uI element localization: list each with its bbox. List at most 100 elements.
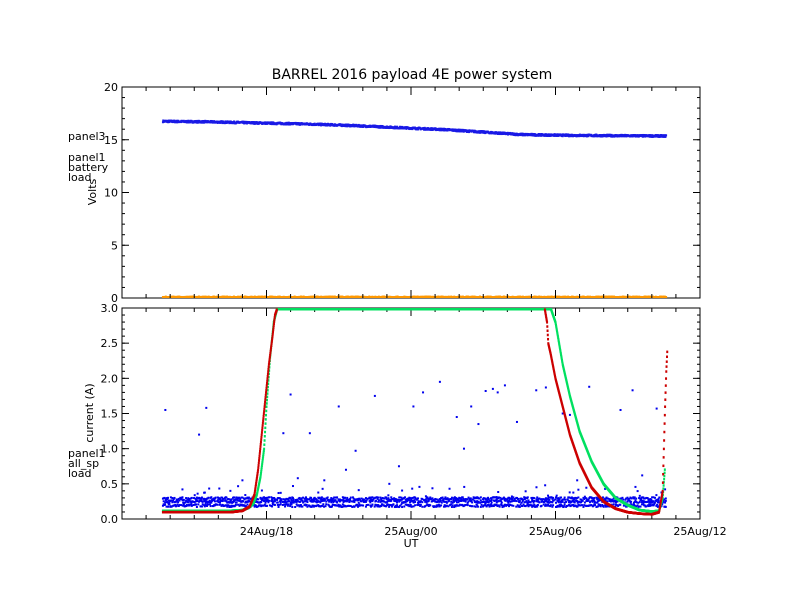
data-point bbox=[450, 500, 453, 503]
data-point bbox=[321, 487, 324, 490]
data-point bbox=[220, 504, 223, 507]
data-point bbox=[480, 501, 483, 504]
data-point bbox=[502, 496, 505, 499]
data-point bbox=[471, 501, 474, 504]
data-point bbox=[360, 504, 363, 507]
data-point bbox=[407, 503, 410, 506]
data-point bbox=[168, 501, 171, 504]
data-point bbox=[533, 497, 536, 500]
data-point bbox=[375, 496, 378, 499]
data-point bbox=[539, 134, 542, 137]
data-point bbox=[344, 500, 347, 503]
x-tick-label: 24Aug/18 bbox=[240, 525, 293, 538]
data-point bbox=[277, 492, 280, 495]
data-point bbox=[423, 126, 426, 129]
data-point bbox=[278, 503, 281, 506]
data-point bbox=[216, 500, 219, 503]
data-point bbox=[349, 496, 352, 499]
data-point bbox=[291, 501, 294, 504]
data-point bbox=[273, 503, 276, 506]
data-point bbox=[163, 496, 166, 499]
data-point bbox=[195, 505, 198, 508]
data-point bbox=[546, 504, 549, 507]
data-point bbox=[445, 501, 448, 504]
data-point bbox=[218, 498, 221, 501]
data-point bbox=[478, 497, 481, 500]
data-point bbox=[164, 498, 167, 501]
data-point bbox=[313, 122, 316, 125]
data-point bbox=[414, 500, 417, 503]
data-point bbox=[417, 128, 420, 131]
data-point bbox=[394, 127, 397, 130]
data-point bbox=[335, 504, 338, 507]
data-point bbox=[458, 503, 461, 506]
data-point bbox=[418, 485, 421, 488]
data-point bbox=[213, 499, 216, 502]
data-point bbox=[172, 498, 175, 501]
data-point bbox=[476, 505, 479, 508]
data-point bbox=[174, 503, 177, 506]
data-point bbox=[424, 500, 427, 503]
data-point bbox=[522, 503, 525, 506]
data-point bbox=[368, 499, 371, 502]
y-tick-label: 0.0 bbox=[101, 513, 119, 526]
y-tick-label: 3.0 bbox=[101, 302, 119, 315]
data-point bbox=[419, 500, 422, 503]
data-point bbox=[235, 496, 238, 499]
data-point bbox=[306, 505, 309, 508]
data-point bbox=[489, 504, 492, 507]
data-point bbox=[330, 497, 333, 500]
data-point bbox=[521, 500, 524, 503]
data-point bbox=[299, 500, 302, 503]
data-point bbox=[390, 496, 393, 499]
data-point bbox=[450, 496, 453, 499]
data-point bbox=[526, 501, 529, 504]
data-point bbox=[291, 485, 294, 488]
data-point bbox=[506, 500, 509, 503]
data-point bbox=[208, 501, 211, 504]
data-point bbox=[377, 499, 380, 502]
data-point bbox=[273, 500, 276, 503]
data-point bbox=[409, 499, 412, 502]
data-point bbox=[414, 497, 417, 500]
data-point bbox=[216, 499, 219, 502]
data-point bbox=[495, 499, 498, 502]
data-point bbox=[412, 501, 415, 504]
data-point bbox=[271, 500, 274, 503]
data-point bbox=[530, 134, 533, 137]
data-point bbox=[383, 497, 386, 500]
data-point bbox=[347, 498, 350, 501]
y-tick-label: 1.0 bbox=[101, 443, 119, 456]
data-point bbox=[516, 504, 519, 507]
data-point bbox=[431, 487, 434, 490]
data-point bbox=[263, 499, 266, 502]
data-point bbox=[260, 499, 263, 502]
data-point bbox=[513, 499, 516, 502]
data-point bbox=[517, 497, 520, 500]
data-point bbox=[485, 500, 488, 503]
data-point bbox=[377, 504, 380, 507]
data-point bbox=[166, 498, 169, 501]
data-point bbox=[450, 505, 453, 508]
data-point bbox=[536, 498, 539, 501]
data-point bbox=[358, 497, 361, 500]
data-point bbox=[385, 496, 388, 499]
data-point bbox=[331, 503, 334, 506]
data-point bbox=[193, 497, 196, 500]
data-point bbox=[331, 499, 334, 502]
data-point bbox=[412, 505, 415, 508]
data-point bbox=[327, 498, 330, 501]
data-point bbox=[188, 499, 191, 502]
data-point bbox=[477, 500, 480, 503]
data-point bbox=[403, 505, 406, 508]
data-point bbox=[329, 124, 332, 127]
data-point bbox=[379, 500, 382, 503]
data-point bbox=[473, 505, 476, 508]
data-point bbox=[182, 504, 185, 507]
data-point bbox=[489, 497, 492, 500]
data-point bbox=[443, 504, 446, 507]
data-point bbox=[196, 500, 199, 503]
data-point bbox=[290, 498, 293, 501]
data-point bbox=[225, 504, 228, 507]
data-point bbox=[282, 498, 285, 501]
